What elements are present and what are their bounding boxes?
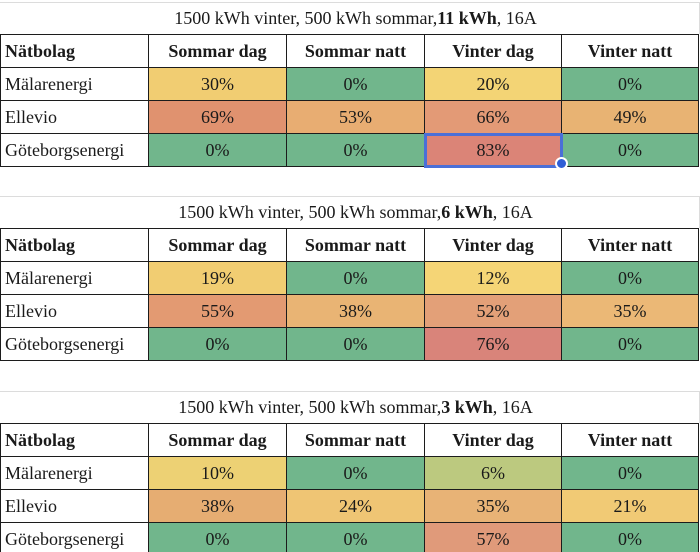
value-cell[interactable]: 0% bbox=[148, 522, 287, 552]
header-cell-natbolag[interactable]: Nätbolag bbox=[0, 228, 149, 262]
results-table: Nätbolag Sommar dag Sommar natt Vinter d… bbox=[0, 34, 699, 168]
value-cell[interactable]: 38% bbox=[148, 489, 287, 523]
header-cell-sommar-dag[interactable]: Sommar dag bbox=[148, 34, 287, 68]
value-cell[interactable]: 20% bbox=[424, 67, 562, 101]
value-cell[interactable]: 53% bbox=[286, 100, 425, 134]
table-title[interactable]: 1500 kWh vinter, 500 kWh sommar, 11 kWh,… bbox=[0, 2, 700, 34]
value-cell[interactable]: 66% bbox=[424, 100, 562, 134]
value-cell[interactable]: 55% bbox=[148, 294, 287, 328]
header-cell-sommar-natt[interactable]: Sommar natt bbox=[286, 34, 425, 68]
header-cell-sommar-natt[interactable]: Sommar natt bbox=[286, 228, 425, 262]
value-cell[interactable]: 0% bbox=[286, 456, 425, 490]
value-cell[interactable]: 19% bbox=[148, 261, 287, 295]
row-name-cell[interactable]: Ellevio bbox=[0, 489, 149, 523]
title-suffix: , 16A bbox=[496, 8, 537, 28]
row-name-cell[interactable]: Mälarenergi bbox=[0, 456, 149, 490]
header-cell-vinter-dag[interactable]: Vinter dag bbox=[424, 423, 562, 457]
table-block-3kwh: 1500 kWh vinter, 500 kWh sommar, 3 kWh, … bbox=[0, 391, 700, 552]
header-cell-vinter-natt[interactable]: Vinter natt bbox=[561, 228, 699, 262]
header-cell-sommar-dag[interactable]: Sommar dag bbox=[148, 423, 287, 457]
value-cell[interactable]: 0% bbox=[561, 67, 699, 101]
table-row: Mälarenergi 30% 0% 20% 0% bbox=[0, 67, 699, 101]
selected-value-cell[interactable]: 83% bbox=[423, 132, 563, 168]
table-row: Ellevio 55% 38% 52% 35% bbox=[0, 294, 699, 328]
title-prefix: 1500 kWh vinter, 500 kWh sommar, bbox=[174, 8, 438, 28]
table-block-6kwh: 1500 kWh vinter, 500 kWh sommar, 6 kWh, … bbox=[0, 196, 700, 361]
value-cell[interactable]: 49% bbox=[561, 100, 699, 134]
value-cell[interactable]: 52% bbox=[424, 294, 562, 328]
header-cell-vinter-natt[interactable]: Vinter natt bbox=[561, 34, 699, 68]
value-cell[interactable]: 12% bbox=[424, 261, 562, 295]
title-battery: 11 kWh bbox=[437, 8, 497, 28]
title-prefix: 1500 kWh vinter, 500 kWh sommar, bbox=[178, 202, 442, 222]
value-cell[interactable]: 0% bbox=[286, 261, 425, 295]
results-table: Nätbolag Sommar dag Sommar natt Vinter d… bbox=[0, 228, 699, 361]
value-cell[interactable]: 35% bbox=[424, 489, 562, 523]
header-cell-vinter-dag[interactable]: Vinter dag bbox=[424, 228, 562, 262]
title-suffix: , 16A bbox=[492, 397, 533, 417]
header-cell-natbolag[interactable]: Nätbolag bbox=[0, 34, 149, 68]
value-cell[interactable]: 35% bbox=[561, 294, 699, 328]
table-row: Ellevio 69% 53% 66% 49% bbox=[0, 100, 699, 134]
results-table: Nätbolag Sommar dag Sommar natt Vinter d… bbox=[0, 423, 699, 552]
table-row: Göteborgsenergi 0% 0% 76% 0% bbox=[0, 327, 699, 361]
table-row: Göteborgsenergi 0% 0% 83% 0% bbox=[0, 132, 699, 168]
value-cell[interactable]: 69% bbox=[148, 100, 287, 134]
title-battery: 3 kWh bbox=[441, 397, 493, 417]
row-name-cell[interactable]: Ellevio bbox=[0, 100, 149, 134]
table-row: Mälarenergi 10% 0% 6% 0% bbox=[0, 456, 699, 490]
table-row: Mälarenergi 19% 0% 12% 0% bbox=[0, 261, 699, 295]
row-name-cell[interactable]: Mälarenergi bbox=[0, 67, 149, 101]
value-cell[interactable]: 0% bbox=[561, 133, 699, 167]
header-row: Nätbolag Sommar dag Sommar natt Vinter d… bbox=[0, 34, 699, 68]
value-cell[interactable]: 10% bbox=[148, 456, 287, 490]
table-title[interactable]: 1500 kWh vinter, 500 kWh sommar, 3 kWh, … bbox=[0, 391, 700, 423]
title-prefix: 1500 kWh vinter, 500 kWh sommar, bbox=[178, 397, 442, 417]
header-cell-sommar-dag[interactable]: Sommar dag bbox=[148, 228, 287, 262]
row-name-cell[interactable]: Göteborgsenergi bbox=[0, 133, 149, 167]
value-cell[interactable]: 0% bbox=[561, 261, 699, 295]
title-suffix: , 16A bbox=[492, 202, 533, 222]
value-cell[interactable]: 21% bbox=[561, 489, 699, 523]
selection-fill-handle[interactable] bbox=[555, 157, 568, 170]
header-cell-vinter-natt[interactable]: Vinter natt bbox=[561, 423, 699, 457]
row-name-cell[interactable]: Göteborgsenergi bbox=[0, 327, 149, 361]
row-name-cell[interactable]: Göteborgsenergi bbox=[0, 522, 149, 552]
header-cell-sommar-natt[interactable]: Sommar natt bbox=[286, 423, 425, 457]
header-row: Nätbolag Sommar dag Sommar natt Vinter d… bbox=[0, 423, 699, 457]
value-cell[interactable]: 30% bbox=[148, 67, 287, 101]
value-cell[interactable]: 0% bbox=[561, 456, 699, 490]
title-battery: 6 kWh bbox=[441, 202, 493, 222]
row-name-cell[interactable]: Ellevio bbox=[0, 294, 149, 328]
value-cell[interactable]: 24% bbox=[286, 489, 425, 523]
value-cell[interactable]: 76% bbox=[424, 327, 562, 361]
value-cell[interactable]: 0% bbox=[286, 67, 425, 101]
table-block-11kwh: 1500 kWh vinter, 500 kWh sommar, 11 kWh,… bbox=[0, 2, 700, 168]
value-cell[interactable]: 0% bbox=[561, 327, 699, 361]
value-cell[interactable]: 0% bbox=[561, 522, 699, 552]
value-cell[interactable]: 0% bbox=[148, 327, 287, 361]
value-cell[interactable]: 57% bbox=[424, 522, 562, 552]
value-cell[interactable]: 0% bbox=[148, 133, 287, 167]
value-cell[interactable]: 38% bbox=[286, 294, 425, 328]
row-name-cell[interactable]: Mälarenergi bbox=[0, 261, 149, 295]
value-cell[interactable]: 0% bbox=[286, 522, 425, 552]
value-cell[interactable]: 0% bbox=[286, 133, 425, 167]
header-cell-vinter-dag[interactable]: Vinter dag bbox=[424, 34, 562, 68]
table-title[interactable]: 1500 kWh vinter, 500 kWh sommar, 6 kWh, … bbox=[0, 196, 700, 228]
header-row: Nätbolag Sommar dag Sommar natt Vinter d… bbox=[0, 228, 699, 262]
value-cell[interactable]: 6% bbox=[424, 456, 562, 490]
value-cell[interactable]: 0% bbox=[286, 327, 425, 361]
table-row: Ellevio 38% 24% 35% 21% bbox=[0, 489, 699, 523]
table-row: Göteborgsenergi 0% 0% 57% 0% bbox=[0, 522, 699, 552]
header-cell-natbolag[interactable]: Nätbolag bbox=[0, 423, 149, 457]
